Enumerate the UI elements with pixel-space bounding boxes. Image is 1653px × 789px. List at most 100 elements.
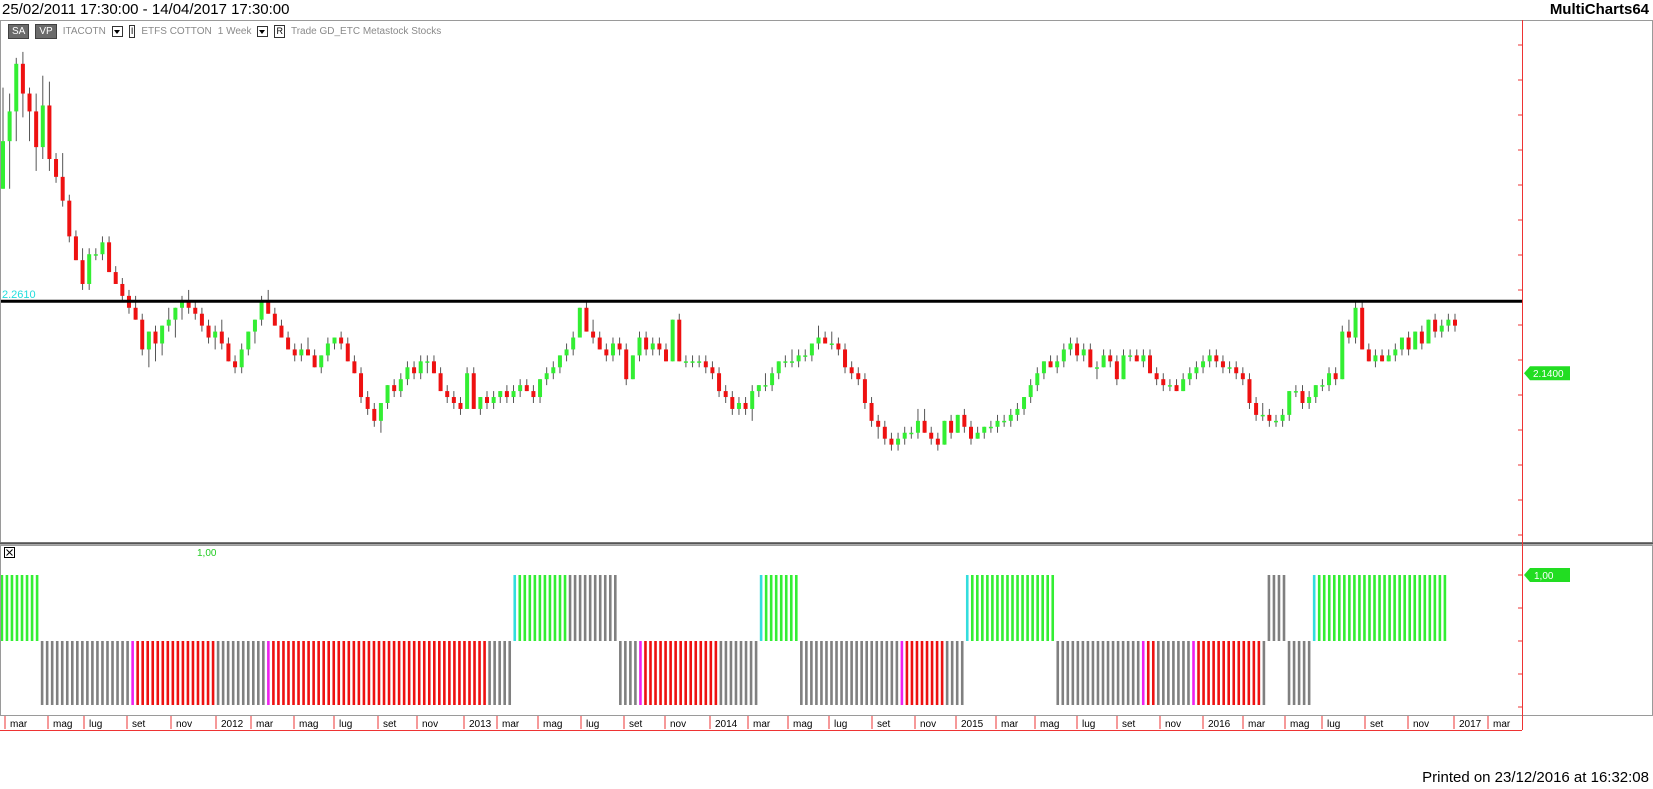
indicator-bar xyxy=(1388,575,1391,641)
candle-body xyxy=(1121,355,1126,380)
candle-body xyxy=(637,337,642,356)
candle-body xyxy=(166,319,171,326)
indicator-bar xyxy=(10,575,14,641)
indicator-bar xyxy=(598,575,602,641)
indicator-bar xyxy=(614,575,617,641)
indicator-bar xyxy=(1071,641,1075,705)
indicator-bar xyxy=(639,641,642,705)
candle-body xyxy=(670,319,675,362)
indicator-bar xyxy=(965,575,969,641)
candle-body xyxy=(1154,373,1159,380)
interval-label: 1 Week xyxy=(217,25,252,37)
candle-body xyxy=(1280,414,1285,421)
vp-button[interactable]: VP xyxy=(35,23,57,39)
indicator-bar xyxy=(729,641,733,705)
indicator-bar xyxy=(528,575,532,641)
indicator-bar xyxy=(1151,641,1155,705)
sa-button[interactable]: SA xyxy=(8,23,30,39)
indicator-pane: 1,00 1,00 xyxy=(0,547,1570,705)
candle-body xyxy=(736,402,741,409)
x-axis-label: 2014 xyxy=(715,719,738,730)
symbol-description: ETFS COTTON xyxy=(141,25,212,37)
indicator-bar xyxy=(322,641,325,705)
candle-body xyxy=(1220,361,1225,368)
indicator-bar xyxy=(191,641,195,705)
candle-body xyxy=(624,349,629,380)
candle-body xyxy=(703,361,708,368)
candle-body xyxy=(392,385,397,392)
indicator-bar xyxy=(1136,641,1140,705)
indicator-bar xyxy=(332,641,336,705)
symbol-dropdown-icon[interactable] xyxy=(111,25,123,37)
indicator-bar xyxy=(945,641,949,705)
indicator-bar xyxy=(724,641,728,705)
indicator-bar xyxy=(900,641,904,705)
indicator-bar xyxy=(714,641,718,705)
x-axis-label: set xyxy=(132,719,146,730)
indicator-bar xyxy=(815,641,818,705)
indicator-bar xyxy=(1016,575,1019,641)
candle-body xyxy=(856,373,861,380)
candle-body xyxy=(365,397,370,409)
indicator-bar xyxy=(116,641,119,705)
candle-body xyxy=(73,236,78,261)
r-dropdown[interactable]: R xyxy=(274,24,285,38)
indicator-last-marker xyxy=(1524,568,1570,582)
indicator-bar xyxy=(603,575,607,641)
indicator-bar xyxy=(1403,575,1406,641)
indicator-bar xyxy=(377,641,381,705)
candle-body xyxy=(107,242,112,273)
indicator-bar xyxy=(392,641,396,705)
indicator-bar xyxy=(860,641,863,705)
candle-body xyxy=(803,355,808,357)
candle-body xyxy=(697,361,702,363)
indicator-bar xyxy=(1021,575,1024,641)
candle-body xyxy=(418,361,423,374)
indicator-bar xyxy=(1207,641,1210,705)
candle-body xyxy=(1114,361,1119,380)
x-axis-label: lug xyxy=(339,719,352,730)
indicator-bar xyxy=(131,641,134,705)
indicator-bar xyxy=(55,641,59,705)
candle-body xyxy=(1413,331,1418,350)
indicator-bar xyxy=(448,641,451,705)
indicator-bar xyxy=(272,641,275,705)
interval-dropdown-icon[interactable] xyxy=(257,25,269,37)
x-axis-label: mar xyxy=(1248,719,1266,730)
candle-body xyxy=(1327,373,1332,386)
candle-body xyxy=(193,307,198,314)
candle-body xyxy=(1041,361,1046,374)
indicator-bar xyxy=(60,641,64,705)
indicator-bar xyxy=(1157,641,1160,705)
indicator-bar xyxy=(1141,641,1145,705)
candle-body xyxy=(524,385,529,392)
candle-body xyxy=(67,200,72,237)
indicator-bar xyxy=(880,641,884,705)
indicator-bar xyxy=(629,641,632,705)
indicator-bar xyxy=(895,641,899,705)
candle-body xyxy=(843,349,848,368)
indicator-bar xyxy=(1267,575,1271,641)
info-toggle-icon[interactable]: I xyxy=(128,24,136,38)
candle-body xyxy=(664,349,669,362)
indicator-bar xyxy=(1011,575,1014,641)
indicator-bar xyxy=(1307,641,1311,705)
indicator-bar xyxy=(825,641,828,705)
candle-body xyxy=(584,307,589,332)
indicator-bar xyxy=(1222,641,1225,705)
indicator-bar xyxy=(935,641,939,705)
x-axis: mar mag lug set nov 2012 mar mag lug set nov 2013 ma… xyxy=(0,715,1522,731)
indicator-bar xyxy=(76,641,79,705)
candle-body xyxy=(1254,402,1259,415)
indicator-bar xyxy=(211,641,215,705)
candle-body xyxy=(1386,355,1391,362)
indicator-bar xyxy=(654,641,657,705)
indicator-bar xyxy=(121,641,124,705)
indicator-bar xyxy=(503,641,506,705)
candle-body xyxy=(385,385,390,403)
indicator-bar xyxy=(1212,641,1215,705)
indicator-bar xyxy=(674,641,677,705)
indicator-bar xyxy=(317,641,320,705)
indicator-bar xyxy=(649,641,652,705)
indicator-bar xyxy=(940,641,944,705)
